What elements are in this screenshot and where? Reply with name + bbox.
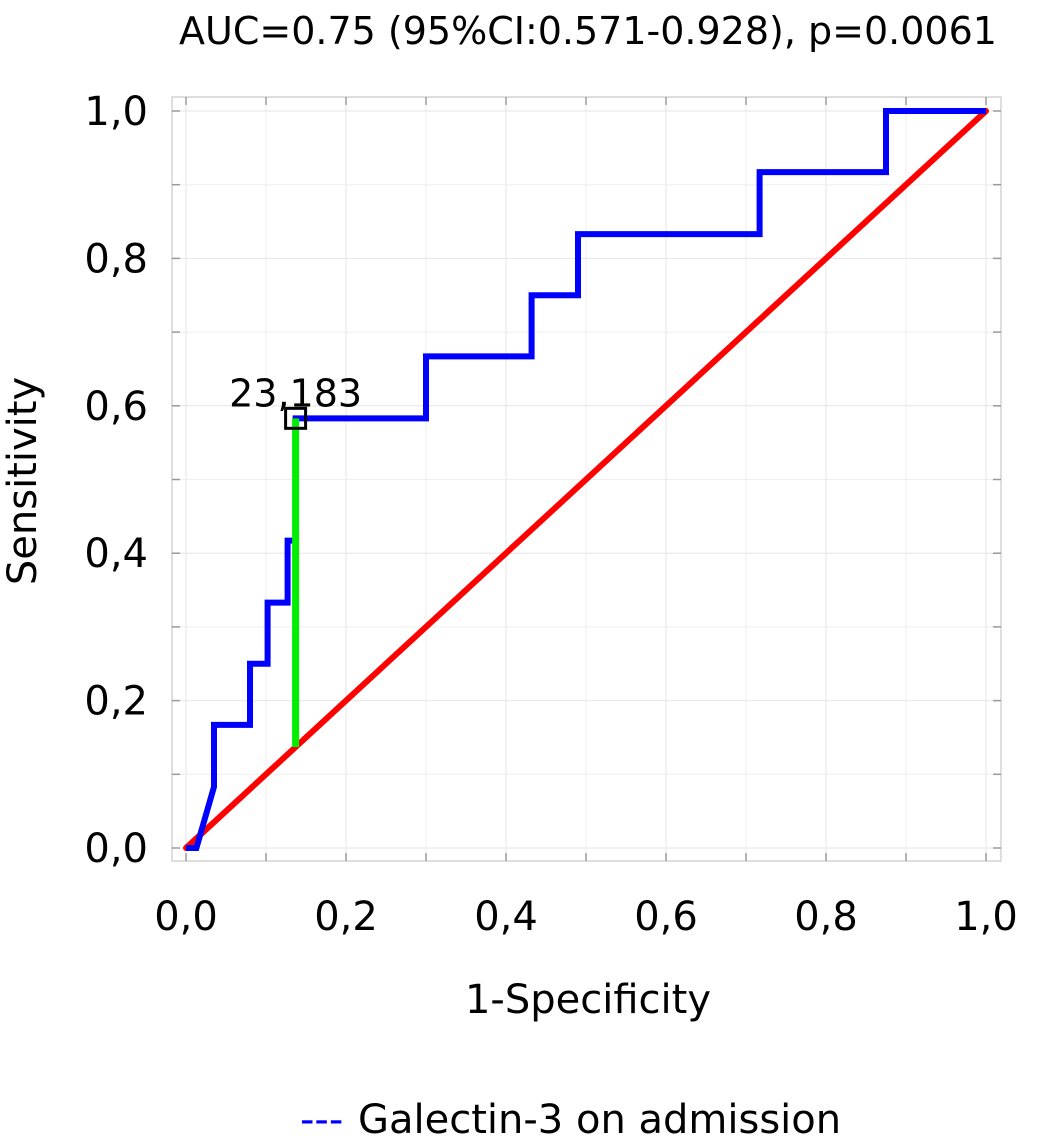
cutoff-label: 23,183 [229,371,362,415]
y-tick-label: 0,2 [84,679,148,725]
y-axis-title: Sensitivity [0,377,46,585]
legend-label: Galectin-3 on admission [358,1097,841,1143]
series-layer: 23,183 [183,108,989,851]
x-tick-label: 0,8 [794,894,858,940]
reference-line [183,108,989,851]
axis-ticks [172,97,1001,861]
grid [172,97,1001,861]
y-tick-label: 0,6 [84,384,148,430]
x-axis-title: 1-Specificity [465,977,711,1023]
tick-labels: 0,0 0,2 0,4 0,6 0,8 1,0 0,0 0,2 0,4 0,6 0,8 1,0 [84,89,1017,940]
y-tick-label: 1,0 [84,89,148,135]
x-tick-label: 0,2 [314,894,378,940]
legend-marker: --- [300,1097,343,1143]
x-tick-label: 0,4 [474,894,538,940]
legend: --- Galectin-3 on admission [300,1097,841,1143]
x-tick-label: 0,0 [154,894,218,940]
y-tick-label: 0,8 [84,236,148,282]
y-tick-label: 0,4 [84,531,148,577]
cutoff-marker [284,406,308,430]
chart-title: AUC=0.75 (95%CI:0.571-0.928), p=0.0061 [179,9,997,53]
y-tick-label: 0,0 [84,826,148,872]
x-tick-label: 1,0 [954,894,1018,940]
x-tick-label: 0,6 [634,894,698,940]
